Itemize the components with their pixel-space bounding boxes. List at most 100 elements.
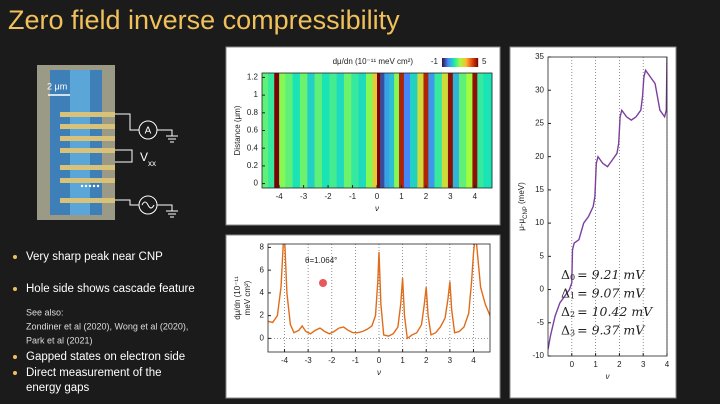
y-axis-label: μ-μCNP (meV)	[517, 182, 528, 231]
x-tick-label: 0	[570, 360, 575, 369]
heatmap-cell	[358, 73, 367, 188]
x-tick-label: 2	[424, 356, 429, 365]
gap-annotation: Δ0 = 9.21 mV	[561, 267, 646, 283]
heatmap-cell	[399, 73, 405, 188]
x-tick-label: 0	[375, 192, 380, 201]
gap-value: = 9.07 mV	[577, 285, 646, 300]
x-tick-label: 2	[424, 192, 429, 201]
x-tick-label: -4	[276, 192, 284, 201]
colorbar-cell	[454, 58, 456, 67]
panel	[509, 46, 677, 399]
x-tick-label: 4	[471, 356, 476, 365]
heatmap-cell	[441, 73, 449, 188]
heatmap-cell	[452, 73, 460, 188]
y-tick-label: 1	[254, 90, 259, 99]
heatmap-cell	[279, 73, 286, 188]
colorbar-cell	[469, 58, 471, 67]
panel	[225, 234, 501, 399]
y-axis-label: meV cm²)	[243, 280, 252, 315]
x-tick-label: -1	[352, 356, 360, 365]
x-tick-label: -2	[325, 192, 333, 201]
heatmap-cell	[372, 73, 378, 188]
plot-frame	[547, 56, 668, 357]
colorbar-cell	[448, 58, 450, 67]
bullet-text: Very sharp peak near CNP	[26, 251, 163, 263]
y-tick-label: 0.8	[247, 108, 259, 117]
y-tick-label: 35	[535, 52, 544, 61]
heatmap-cell	[365, 73, 374, 188]
heatmap-cell	[410, 73, 418, 188]
heatmap-cell	[321, 73, 330, 188]
colorbar-cell	[461, 58, 463, 67]
y-tick-label: 5	[540, 251, 545, 260]
colorbar-cell	[451, 58, 453, 67]
heatmap-cell	[274, 73, 280, 188]
colorbar-cell	[444, 58, 446, 67]
see-also-text: See also:	[26, 307, 64, 317]
y-tick-label: 2	[260, 311, 265, 320]
y-tick-label: 0.6	[247, 126, 259, 135]
x-tick-label: -4	[281, 356, 289, 365]
gap-symbol: Δ	[561, 267, 570, 282]
x-tick-label: -2	[328, 356, 336, 365]
see-also-text: Zondiner et al (2020), Wong et al (2020)…	[26, 321, 188, 331]
y-axis-label-part: (meV)	[517, 182, 526, 206]
colorbar-cell	[457, 58, 459, 67]
colorbar-cell	[476, 58, 478, 67]
gap-symbol: Δ	[561, 322, 570, 337]
bullet-text: Hole side shows cascade feature	[26, 283, 195, 295]
colorbar-cell	[452, 58, 454, 67]
colorbar-cell	[463, 58, 465, 67]
colorbar-cell	[456, 58, 458, 67]
gap-subscript: 1	[570, 292, 575, 301]
gap-annotation: Δ3 = 9.37 mV	[561, 322, 646, 338]
x-tick-label: 1	[399, 192, 404, 201]
y-tick-label: 0	[540, 285, 545, 294]
heatmap-cell	[343, 73, 352, 188]
gap-value: = 9.21 mV	[577, 267, 646, 282]
x-axis-label: ν	[377, 368, 381, 377]
bullet-text: Direct measurement of the	[26, 367, 162, 379]
heatmap-cell	[458, 73, 467, 188]
bullet-dot	[13, 355, 17, 359]
colorbar-cell	[471, 58, 473, 67]
colorbar-tick-label: 5	[482, 57, 487, 66]
x-tick-label: 2	[617, 360, 622, 369]
heatmap-cell	[307, 73, 316, 188]
colorbar-cell	[445, 58, 447, 67]
x-tick-label: 3	[448, 356, 453, 365]
colorbar-cell	[477, 58, 479, 67]
heatmap-cell	[299, 73, 308, 188]
colorbar-cell	[465, 58, 467, 67]
heatmap-cell	[403, 73, 411, 188]
colorbar-cell	[453, 58, 455, 67]
colorbar-cell	[472, 58, 474, 67]
heatmap-cell	[329, 73, 338, 188]
colorbar-label: dμ/dn (10⁻¹¹ meV cm²)	[333, 57, 414, 66]
colorbar-cell	[443, 58, 445, 67]
colorbar-cell	[467, 58, 469, 67]
heatmap-cell	[262, 73, 269, 188]
gap-annotation: Δ1 = 9.07 mV	[561, 285, 646, 301]
bullet-text: Gapped states on electron side	[26, 351, 185, 363]
heatmap-cell	[447, 73, 454, 188]
gap-value: = 9.37 mV	[577, 322, 646, 337]
heatmap-cell	[351, 73, 360, 188]
heatmap-cell	[314, 73, 323, 188]
heatmap-cell	[394, 73, 400, 188]
heatmap-cell	[428, 73, 435, 188]
y-tick-label: 0.2	[247, 161, 259, 170]
colorbar-cell	[450, 58, 452, 67]
x-tick-label: 3	[641, 360, 646, 369]
heatmap-cell	[377, 73, 381, 188]
y-axis-label-part: μ-μ	[517, 219, 526, 231]
bullet-dot	[13, 371, 17, 375]
y-tick-label: 25	[535, 119, 544, 128]
ammeter-label: A	[145, 126, 152, 137]
y-tick-label: 10	[535, 218, 544, 227]
x-tick-label: -3	[300, 192, 308, 201]
y-tick-label: 0	[260, 333, 265, 342]
y-axis-label-part: CNP	[523, 206, 529, 219]
heatmap-cell	[389, 73, 395, 188]
